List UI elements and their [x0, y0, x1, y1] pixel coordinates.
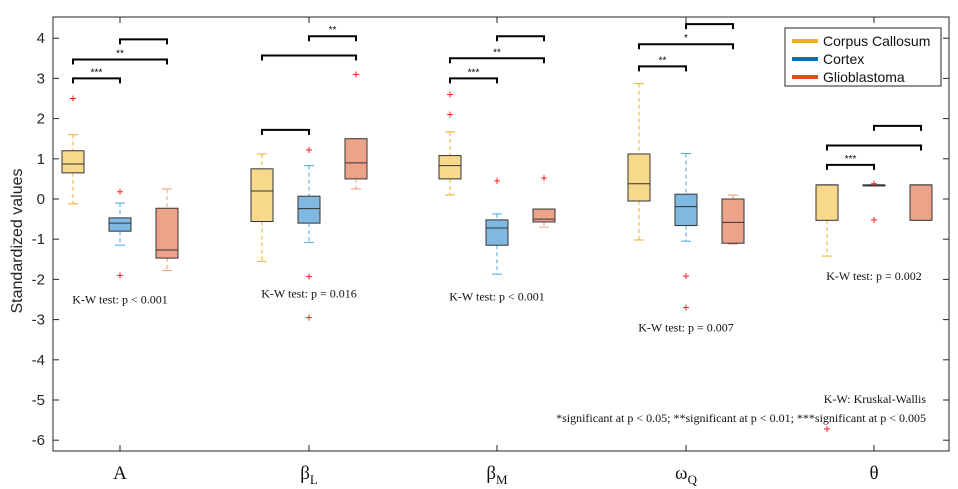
kw-test-label-1: K-W test: p = 0.016 [261, 286, 357, 300]
kw-test-label-4: K-W test: p = 0.002 [826, 269, 922, 283]
kw-test-label-3: K-W test: p = 0.007 [638, 321, 734, 335]
footnote-kw: K-W: Kruskal-Wallis [824, 392, 927, 406]
bracket-line [261, 54, 357, 61]
bracket-line [308, 35, 357, 42]
bracket-line [496, 35, 545, 42]
bracket-line [826, 144, 922, 151]
significance-stars: *** [845, 154, 857, 165]
significance-bracket-14 [873, 124, 922, 131]
bracket-line [261, 128, 310, 135]
bracket-line [826, 163, 875, 170]
y-axis-label: Standardized values [9, 169, 26, 314]
box-body [815, 184, 839, 221]
bracket-line [685, 23, 734, 30]
y-tick-label: 1 [37, 151, 45, 168]
significance-bracket-2 [119, 38, 168, 45]
box-3-2 [721, 194, 745, 245]
box-3-1 [674, 153, 698, 311]
box-body [532, 208, 556, 223]
kw-test-label-2: K-W test: p < 0.001 [449, 290, 545, 304]
box-body [627, 153, 651, 202]
x-tick-label-0: A [113, 463, 127, 484]
y-tick-label: -6 [32, 432, 45, 449]
box-body [721, 198, 745, 244]
box-1-0 [250, 153, 274, 262]
significance-bracket-10: * [638, 33, 734, 50]
box-body [344, 138, 368, 180]
box-body [674, 193, 698, 227]
box-3-0 [627, 83, 651, 241]
bracket-line [119, 38, 168, 45]
y-tick-label: -3 [32, 312, 45, 329]
significance-bracket-4 [261, 54, 357, 61]
significance-stars: ** [329, 25, 337, 36]
significance-bracket-9: ** [638, 55, 687, 72]
bracket-line [72, 58, 168, 65]
legend: Corpus Callosum Cortex Glioblastoma [784, 27, 942, 87]
significance-bracket-5: ** [308, 25, 357, 42]
significance-bracket-13 [826, 144, 922, 151]
bracket-line [873, 124, 922, 131]
y-tick-label: -1 [32, 231, 45, 248]
y-tick-label: -2 [32, 271, 45, 288]
kw-test-label-0: K-W test: p < 0.001 [72, 293, 168, 307]
box-body [485, 219, 509, 246]
x-tick-label-1: βL [300, 463, 318, 487]
significance-stars: *** [91, 67, 103, 78]
significance-bracket-11 [685, 23, 734, 30]
y-tick-label: -4 [32, 352, 45, 369]
footnote-significance: *significant at p < 0.05; **significant … [556, 411, 926, 425]
y-tick-label: 2 [37, 111, 45, 128]
box-0-0 [61, 95, 85, 205]
significance-stars: ** [493, 47, 501, 58]
y-tick-label: -5 [32, 392, 45, 409]
y-tick-label: 4 [37, 30, 45, 47]
x-tick-label-3: ωQ [675, 463, 698, 487]
bracket-line [72, 77, 121, 84]
y-tick-label: 0 [37, 191, 45, 208]
y-tick-label: 3 [37, 70, 45, 87]
box-1-2 [344, 71, 368, 190]
x-tick-label-4: θ [869, 463, 878, 484]
significance-stars: * [684, 33, 688, 44]
box-body [909, 184, 933, 221]
box-2-0 [438, 91, 462, 196]
box-4-0 [815, 184, 839, 432]
box-body [155, 207, 179, 259]
bracket-line [449, 77, 498, 84]
significance-bracket-6: *** [449, 67, 498, 84]
significance-bracket-0: *** [72, 67, 121, 84]
box-body [250, 168, 274, 223]
box-2-1 [485, 177, 509, 275]
significance-bracket-12: *** [826, 154, 875, 170]
significance-bracket-8 [496, 35, 545, 42]
legend-label-1: Cortex [823, 51, 864, 67]
box-0-2 [155, 188, 179, 272]
box-0-1 [108, 188, 132, 279]
significance-stars: ** [659, 55, 667, 66]
box-2-2 [532, 175, 556, 228]
significance-bracket-7: ** [449, 47, 545, 64]
significance-bracket-3 [261, 128, 310, 135]
box-body [297, 195, 321, 224]
plot-frame [52, 16, 950, 452]
bracket-line [638, 65, 687, 72]
significance-stars: *** [468, 67, 480, 78]
box-1-1 [297, 146, 321, 321]
significance-bracket-1: ** [72, 49, 168, 65]
bracket-line [449, 57, 545, 64]
bracket-line [638, 43, 734, 50]
legend-label-2: Glioblastoma [823, 69, 905, 85]
legend-label-0: Corpus Callosum [823, 33, 930, 49]
box-body [61, 150, 85, 174]
box-body [438, 155, 462, 180]
box-4-1 [862, 180, 886, 223]
box-body [108, 217, 132, 232]
box-4-2 [909, 184, 933, 221]
x-tick-label-2: βM [486, 463, 508, 487]
significance-stars: ** [116, 49, 124, 60]
